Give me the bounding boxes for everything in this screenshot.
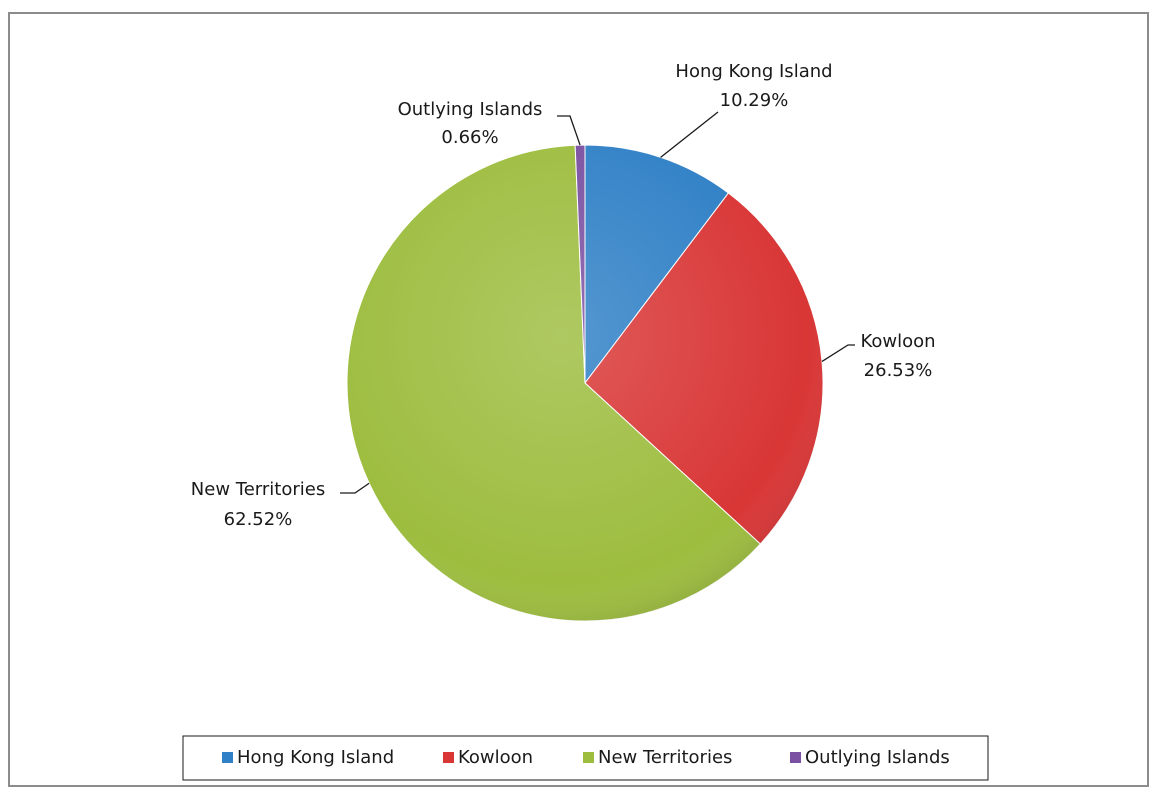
data-label-value: 62.52% <box>224 509 293 530</box>
leader-line <box>340 482 370 494</box>
legend-entries: Hong Kong Island Kowloon New Territories Ou… <box>222 747 950 768</box>
data-label-name: Outlying Islands <box>398 99 543 120</box>
data-label-value: 0.66% <box>441 127 498 148</box>
legend-label: Outlying Islands <box>805 747 950 768</box>
legend-label: Kowloon <box>458 747 533 768</box>
legend-label: New Territories <box>598 747 732 768</box>
data-label-value: 26.53% <box>864 360 933 381</box>
legend-swatch <box>443 752 454 763</box>
leader-line <box>821 344 855 362</box>
legend-swatch <box>790 752 801 763</box>
leader-line <box>557 115 581 146</box>
data-label-value: 10.29% <box>720 90 789 111</box>
data-label-name: Hong Kong Island <box>675 61 832 82</box>
legend-swatch <box>583 752 594 763</box>
pie <box>346 144 824 622</box>
data-label-name: Kowloon <box>860 331 935 352</box>
legend-swatch <box>222 752 233 763</box>
leader-line <box>660 111 719 158</box>
data-labels: Hong Kong Island 10.29% Kowloon 26.53% New T… <box>191 61 936 530</box>
data-label-name: New Territories <box>191 479 325 500</box>
legend-label: Hong Kong Island <box>237 747 394 768</box>
